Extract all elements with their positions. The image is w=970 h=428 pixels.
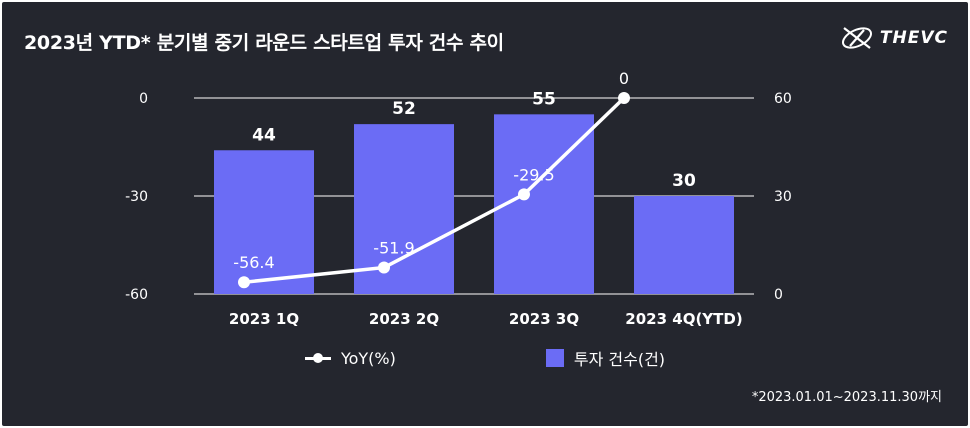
yoy-value-label: -56.4 bbox=[233, 253, 274, 272]
chart-plot: 0 -30 -60 60 30 0 2023 1Q 2023 2Q 2023 3Q 2023 4Q… bbox=[125, 69, 792, 328]
brand-logo: THEVC bbox=[840, 24, 948, 52]
chart-legend: YoY(%) 투자 건수(건) bbox=[2, 346, 968, 370]
data-labels: 44 52 55 30 -56.4 -51.9 -29.5 0 bbox=[233, 69, 696, 272]
category-label: 2023 1Q bbox=[229, 310, 299, 328]
bar-value-label: 44 bbox=[252, 125, 276, 145]
line-series bbox=[238, 92, 630, 289]
category-label: 2023 4Q(YTD) bbox=[625, 310, 742, 328]
yoy-value-label: -29.5 bbox=[513, 165, 554, 184]
legend-label-count: 투자 건수(건) bbox=[573, 350, 666, 369]
right-axis-tick: 0 bbox=[774, 287, 783, 303]
legend-item-yoy[interactable]: YoY(%) bbox=[304, 346, 396, 370]
category-label: 2023 2Q bbox=[369, 310, 439, 328]
legend-bar-swatch-icon bbox=[545, 349, 564, 367]
axis-labels: 0 -30 -60 60 30 0 2023 1Q 2023 2Q 2023 3Q 2023 4Q… bbox=[125, 91, 792, 328]
bar[interactable] bbox=[214, 150, 314, 294]
category-label: 2023 3Q bbox=[509, 310, 579, 328]
footnote: *2023.01.01~2023.11.30까지 bbox=[751, 390, 942, 405]
right-axis-tick: 60 bbox=[774, 91, 792, 107]
yoy-line bbox=[243, 96, 626, 284]
chart-title: 2023년 YTD* 분기별 중기 라운드 스타트업 투자 건수 추이 bbox=[24, 32, 504, 54]
bar[interactable] bbox=[354, 124, 454, 294]
left-axis-tick: -30 bbox=[125, 189, 148, 205]
left-axis-tick: -60 bbox=[125, 287, 148, 303]
yoy-point[interactable] bbox=[518, 188, 530, 201]
left-axis-tick: 0 bbox=[139, 91, 148, 107]
yoy-point[interactable] bbox=[238, 276, 250, 289]
bar-value-label: 52 bbox=[392, 99, 416, 119]
legend-label-yoy: YoY(%) bbox=[340, 348, 396, 368]
brand-text: THEVC bbox=[879, 28, 948, 48]
bar-value-label: 30 bbox=[672, 171, 696, 191]
bar-value-label: 55 bbox=[532, 89, 556, 109]
legend-item-count[interactable]: 투자 건수(건) bbox=[545, 346, 666, 370]
bar-series bbox=[214, 114, 734, 294]
yoy-value-label: -51.9 bbox=[373, 239, 414, 258]
right-axis-tick: 30 bbox=[774, 189, 792, 205]
legend-line-marker-icon bbox=[304, 352, 331, 363]
yoy-point[interactable] bbox=[378, 261, 390, 274]
brand-mark-icon bbox=[841, 27, 872, 49]
yoy-value-label: 0 bbox=[619, 69, 629, 88]
yoy-point[interactable] bbox=[618, 92, 630, 104]
bar[interactable] bbox=[634, 196, 734, 294]
